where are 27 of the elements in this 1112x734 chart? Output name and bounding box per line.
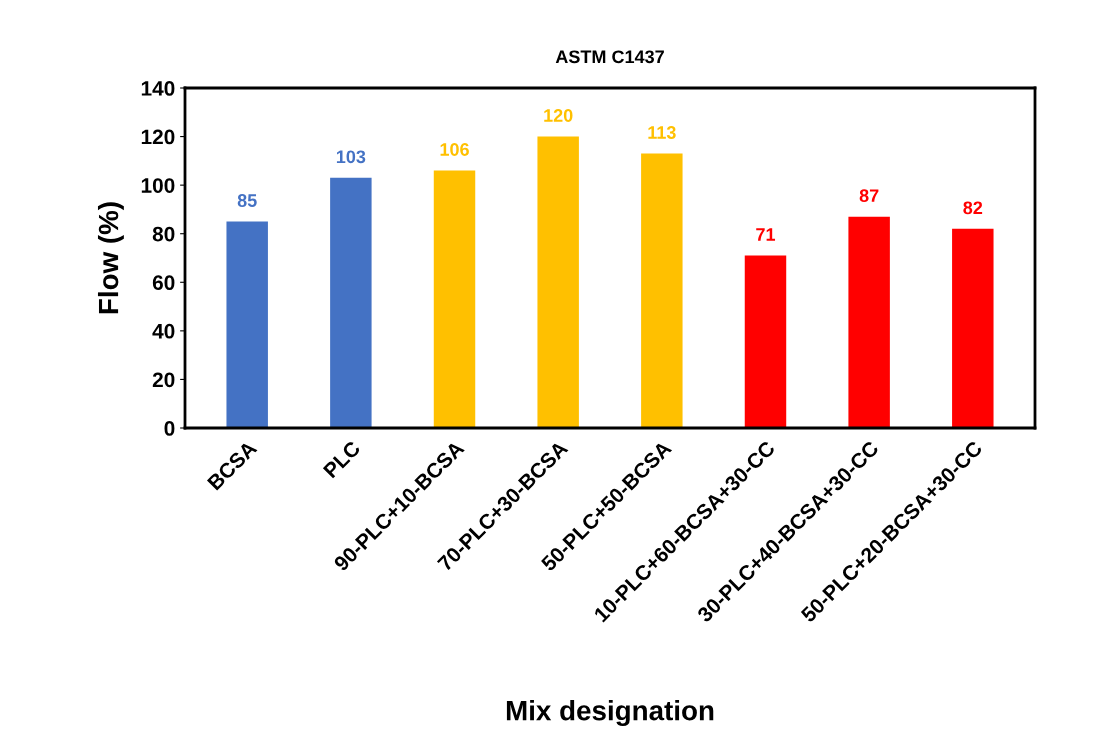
data-label: 120: [544, 109, 573, 122]
y-tick-label: 100: [141, 178, 175, 193]
data-label: 106: [440, 143, 469, 156]
bar: [226, 221, 268, 428]
y-tick-label: 20: [152, 372, 175, 388]
y-tick-label: 0: [164, 421, 175, 436]
y-tick-label: 60: [152, 275, 175, 291]
data-label: 85: [237, 194, 257, 207]
bar: [744, 255, 787, 428]
data-label: 71: [756, 228, 776, 241]
y-tick-label: 120: [141, 129, 175, 145]
y-tick-label: 40: [152, 323, 175, 339]
chart-title: ASTM C1437: [555, 50, 664, 64]
bar: [952, 228, 994, 428]
y-tick-label: 140: [141, 81, 175, 96]
bar: [330, 177, 372, 428]
data-label: 87: [859, 189, 879, 203]
data-label: 113: [648, 126, 676, 139]
data-label: 103: [336, 150, 366, 164]
y-tick-label: 80: [152, 226, 175, 242]
y-axis-title: Flow (%): [97, 202, 124, 314]
bar: [641, 153, 683, 428]
bar: [433, 170, 476, 428]
x-axis-title: Mix designation: [506, 700, 714, 727]
data-label: 82: [963, 201, 983, 215]
bar: [537, 136, 579, 428]
bar: [848, 216, 890, 428]
